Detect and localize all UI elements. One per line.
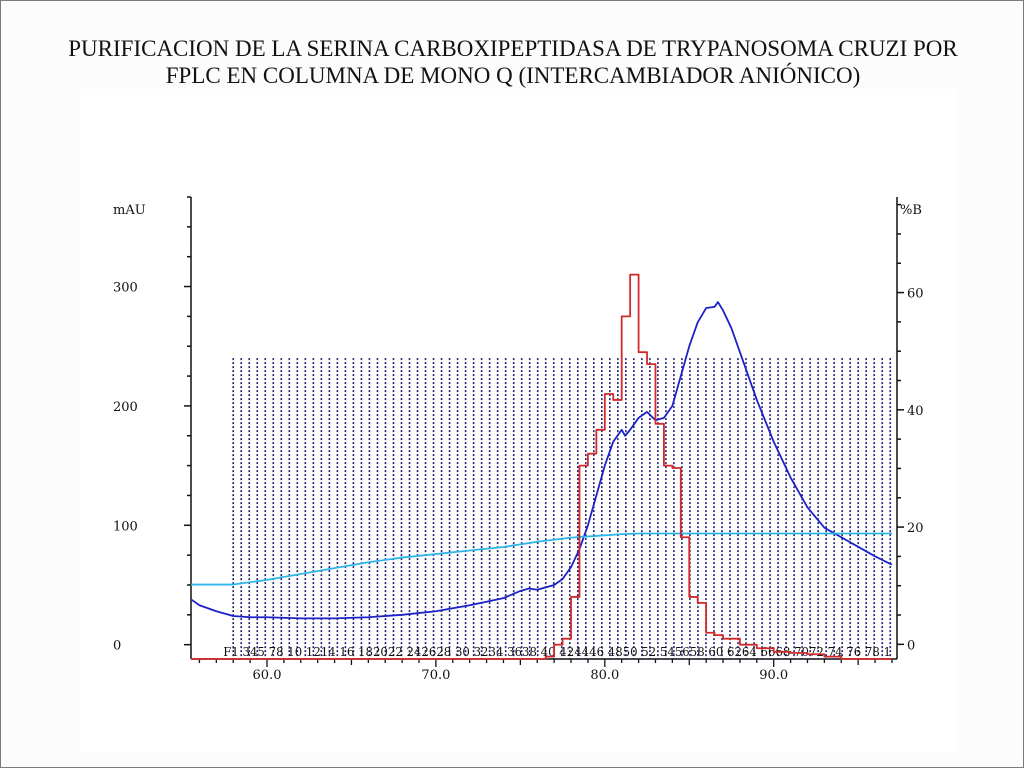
x-tick-label: 60.0	[253, 668, 282, 683]
left-tick-label: 300	[113, 281, 138, 296]
series-line-1	[191, 532, 892, 586]
title-line-2: FPLC EN COLUMNA DE MONO Q (INTERCAMBIADO…	[165, 63, 861, 88]
right-tick-label: 0	[907, 638, 915, 653]
x-tick-label: 80.0	[590, 668, 619, 683]
chromatogram-chart: mAU %B 0 100 200 300 0 20 40 60 60.0 70.0 80.0 90.0 F1…	[79, 89, 957, 753]
series-line-2	[191, 273, 892, 660]
left-tick-label: 100	[113, 519, 138, 534]
right-tick-label: 60	[907, 287, 924, 302]
chromatogram-svg: mAU %B 0 100 200 300 0 20 40 60 60.0 70.0 80.0 90.0 F1…	[113, 196, 924, 683]
fraction-labels: F1 345 78 10 1214 16 182022 242628 30 32…	[223, 645, 891, 659]
right-tick-label: 40	[907, 404, 924, 419]
x-tick-label: 70.0	[421, 668, 450, 683]
left-axis-label: mAU	[113, 203, 146, 218]
title-line-1: PURIFICACION DE LA SERINA CARBOXIPEPTIDA…	[68, 36, 958, 61]
right-tick-label: 20	[907, 521, 924, 536]
left-tick-label: 0	[113, 639, 121, 654]
left-tick-label: 200	[113, 400, 138, 415]
x-tick-label: 90.0	[759, 668, 788, 683]
slide-title: PURIFICACION DE LA SERINA CARBOXIPEPTIDA…	[21, 35, 1005, 89]
series-line-0	[190, 301, 893, 620]
right-axis-label: %B	[900, 203, 922, 218]
